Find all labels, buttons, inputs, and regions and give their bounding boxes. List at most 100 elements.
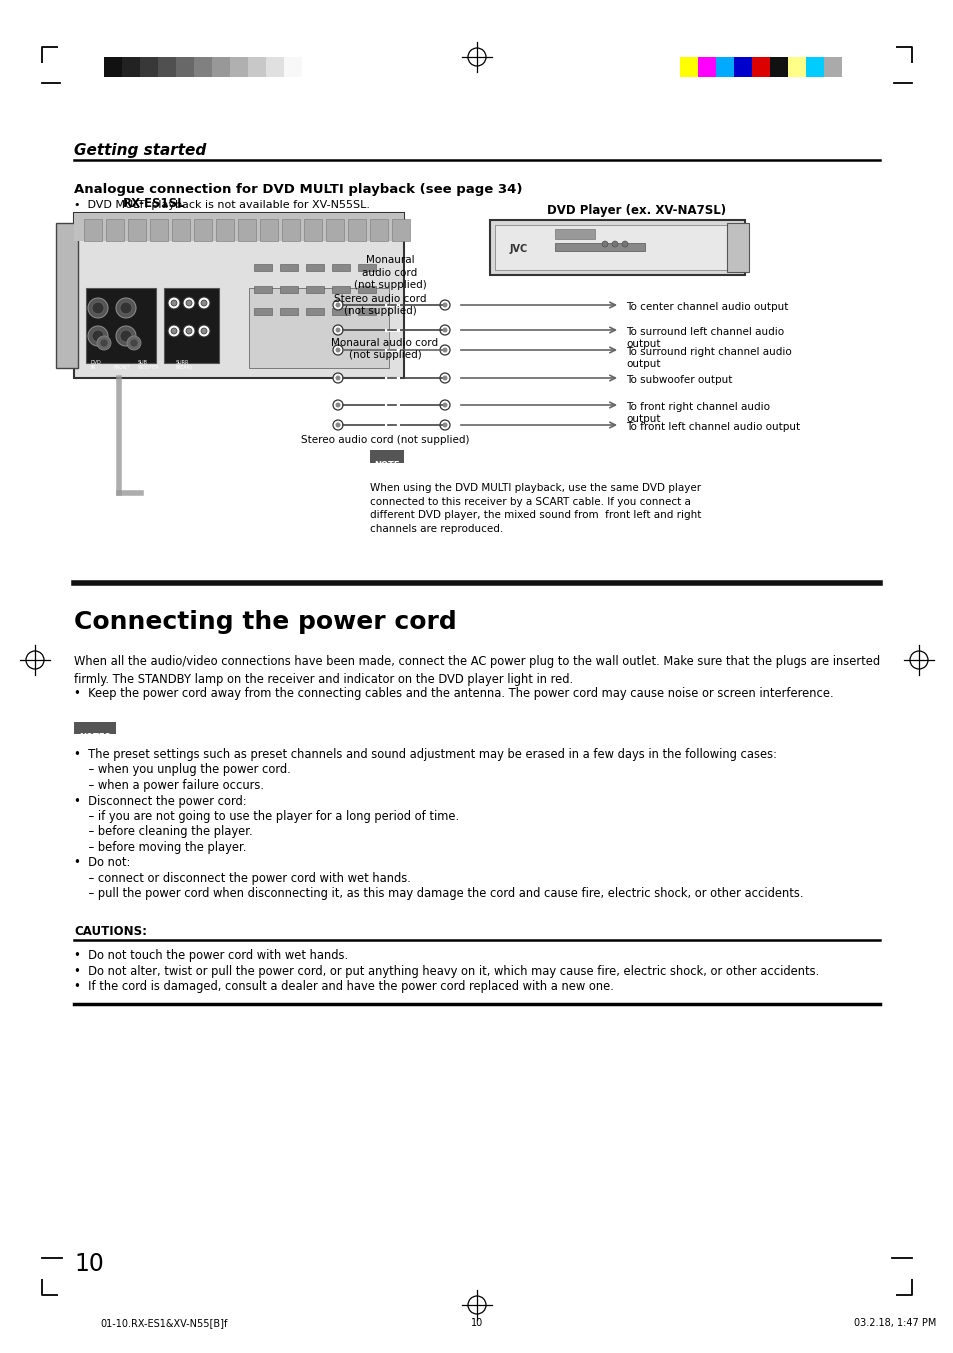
- Text: 01-10.RX-ES1&XV-N55[B]f: 01-10.RX-ES1&XV-N55[B]f: [100, 1318, 227, 1329]
- Bar: [164, 288, 219, 363]
- Circle shape: [116, 326, 136, 346]
- Bar: [212, 57, 230, 77]
- Bar: [122, 57, 140, 77]
- Circle shape: [198, 325, 210, 337]
- Circle shape: [442, 376, 447, 380]
- Text: Stereo audio cord
(not supplied): Stereo audio cord (not supplied): [334, 294, 426, 317]
- Text: – connect or disconnect the power cord with wet hands.: – connect or disconnect the power cord w…: [74, 871, 411, 885]
- Circle shape: [120, 330, 132, 342]
- Text: •  The preset settings such as preset channels and sound adjustment may be erase: • The preset settings such as preset cha…: [74, 748, 776, 760]
- Bar: [249, 288, 389, 368]
- Circle shape: [333, 373, 343, 383]
- Bar: [284, 57, 302, 77]
- Bar: [280, 308, 297, 315]
- Bar: [357, 308, 375, 315]
- Bar: [193, 219, 212, 241]
- Circle shape: [186, 327, 192, 334]
- Circle shape: [97, 336, 111, 350]
- Bar: [306, 308, 324, 315]
- Bar: [751, 57, 769, 77]
- Circle shape: [201, 327, 207, 334]
- Text: To subwoofer output: To subwoofer output: [625, 375, 732, 386]
- Bar: [253, 285, 272, 294]
- Bar: [555, 229, 595, 239]
- Bar: [370, 219, 388, 241]
- Bar: [84, 219, 102, 241]
- Bar: [158, 57, 175, 77]
- Text: JVC: JVC: [510, 244, 528, 254]
- Text: •  Do not touch the power cord with wet hands.: • Do not touch the power cord with wet h…: [74, 948, 348, 962]
- Circle shape: [88, 298, 108, 318]
- Circle shape: [439, 325, 450, 336]
- Text: NOTES: NOTES: [79, 733, 111, 741]
- Circle shape: [612, 241, 618, 248]
- Bar: [140, 57, 158, 77]
- Bar: [266, 57, 284, 77]
- Bar: [357, 285, 375, 294]
- Circle shape: [91, 302, 104, 314]
- Bar: [74, 212, 403, 241]
- Circle shape: [442, 402, 447, 407]
- Bar: [332, 308, 350, 315]
- Text: Monaural audio cord
(not supplied): Monaural audio cord (not supplied): [331, 338, 438, 360]
- Bar: [332, 264, 350, 271]
- Bar: [86, 288, 156, 363]
- Bar: [253, 264, 272, 271]
- Circle shape: [100, 340, 108, 346]
- Circle shape: [335, 376, 340, 380]
- Text: To surround left channel audio
output: To surround left channel audio output: [625, 327, 783, 349]
- Text: Getting started: Getting started: [74, 143, 206, 158]
- Text: •  Do not alter, twist or pull the power cord, or put anything heavy on it, whic: • Do not alter, twist or pull the power …: [74, 965, 819, 977]
- Bar: [495, 225, 740, 271]
- Circle shape: [183, 298, 194, 308]
- Text: When using the DVD MULTI playback, use the same DVD player
connected to this rec: When using the DVD MULTI playback, use t…: [370, 483, 700, 534]
- Text: •  If the cord is damaged, consult a dealer and have the power cord replaced wit: • If the cord is damaged, consult a deal…: [74, 980, 613, 993]
- Circle shape: [171, 300, 177, 306]
- Circle shape: [335, 348, 340, 353]
- Bar: [175, 57, 193, 77]
- Circle shape: [91, 330, 104, 342]
- Text: SURR
(REAR): SURR (REAR): [175, 360, 193, 369]
- Bar: [555, 244, 644, 252]
- Circle shape: [333, 325, 343, 336]
- Text: SUB
WOOFER: SUB WOOFER: [138, 360, 159, 369]
- Text: •  Do not:: • Do not:: [74, 856, 131, 870]
- Circle shape: [88, 326, 108, 346]
- Circle shape: [116, 298, 136, 318]
- Bar: [280, 264, 297, 271]
- Bar: [128, 219, 146, 241]
- Circle shape: [621, 241, 627, 248]
- Bar: [215, 219, 233, 241]
- Text: •  DVD MULTI playback is not available for XV-N55SL.: • DVD MULTI playback is not available fo…: [74, 200, 370, 210]
- Text: •  Keep the power cord away from the connecting cables and the antenna. The powe: • Keep the power cord away from the conn…: [74, 687, 833, 700]
- Text: DVD
IN: DVD IN: [91, 360, 102, 369]
- Circle shape: [171, 327, 177, 334]
- Bar: [490, 221, 744, 275]
- Circle shape: [186, 300, 192, 306]
- Text: Connecting the power cord: Connecting the power cord: [74, 610, 456, 635]
- Bar: [150, 219, 168, 241]
- Circle shape: [335, 327, 340, 333]
- Bar: [172, 219, 190, 241]
- Text: – before moving the player.: – before moving the player.: [74, 842, 246, 854]
- Bar: [733, 57, 751, 77]
- Text: Stereo audio cord (not supplied): Stereo audio cord (not supplied): [300, 436, 469, 445]
- Bar: [392, 219, 410, 241]
- Bar: [74, 212, 403, 377]
- Bar: [332, 285, 350, 294]
- Bar: [230, 57, 248, 77]
- Bar: [306, 264, 324, 271]
- Text: – pull the power cord when disconnecting it, as this may damage the cord and cau: – pull the power cord when disconnecting…: [74, 888, 802, 901]
- Text: DVD Player (ex. XV-NA7SL): DVD Player (ex. XV-NA7SL): [547, 204, 726, 216]
- Text: FRONT: FRONT: [113, 365, 131, 369]
- Text: 10: 10: [471, 1318, 482, 1329]
- Bar: [716, 57, 733, 77]
- Text: To front left channel audio output: To front left channel audio output: [625, 422, 800, 432]
- Circle shape: [335, 303, 340, 307]
- Bar: [769, 57, 787, 77]
- Circle shape: [127, 336, 141, 350]
- Circle shape: [335, 422, 340, 428]
- Text: RX-ES1SL: RX-ES1SL: [123, 198, 185, 210]
- Circle shape: [335, 402, 340, 407]
- Bar: [253, 308, 272, 315]
